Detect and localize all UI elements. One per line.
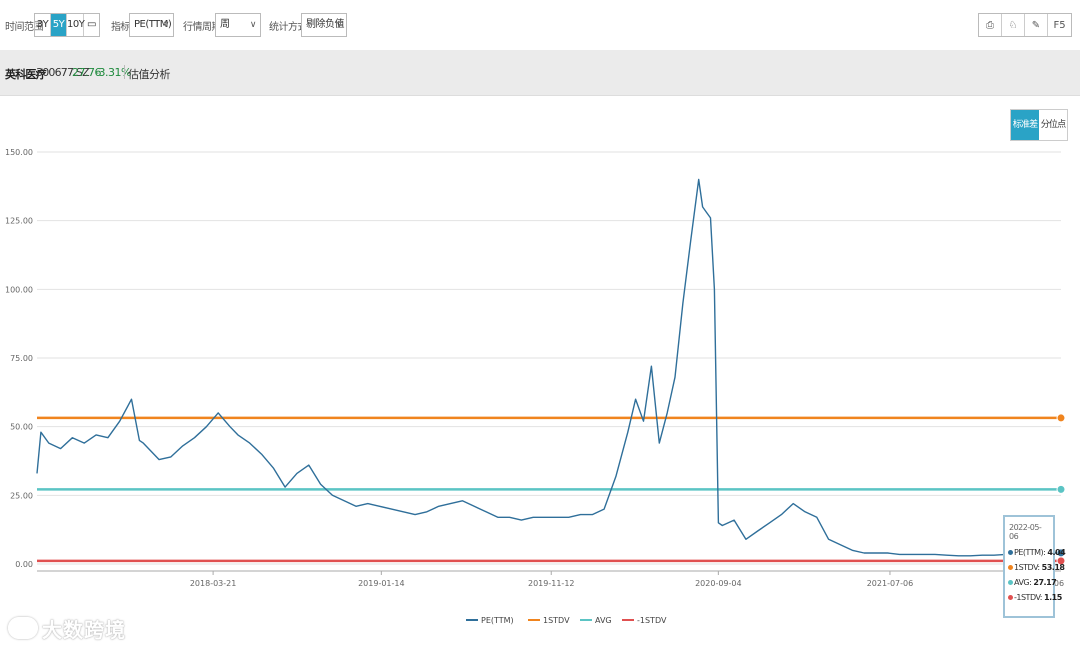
tool-buttons: ⎙ ♘ ✎ F5 <box>978 13 1072 37</box>
tooltip-series-value: 4.04 <box>1047 548 1066 557</box>
tooltip-series-name: AVG <box>1014 578 1030 587</box>
x-tick-label: 06 <box>1054 579 1064 588</box>
stat-value: 剔除负值 <box>306 19 345 30</box>
stock-header: 英科医疗 300677.SZ 27.76 -3.31% 估值分析 <box>0 50 1080 95</box>
x-tick-label: 2018-03-21 <box>190 579 237 588</box>
stock-price: 27.76 <box>72 66 102 79</box>
series-dot-icon <box>1008 580 1013 585</box>
stock-change: -3.31% <box>95 66 131 79</box>
edit-icon[interactable]: ✎ <box>1025 14 1048 36</box>
tooltip-series-value: 53.18 <box>1041 563 1065 572</box>
tooltip-row: -1STDV: 1.15 <box>1008 590 1062 605</box>
range-10y-button[interactable]: 10Y <box>67 14 85 36</box>
tooltip-row: 1STDV: 53.18 <box>1008 560 1065 575</box>
tooltip-series-value: 1.15 <box>1044 593 1062 602</box>
chart-tooltip: 2022-05-06 PE(TTM): 4.04 1STDV: 53.18 AV… <box>1003 515 1066 618</box>
range-5y-button[interactable]: 5Y <box>51 14 67 36</box>
reference-end-marker <box>1056 484 1066 494</box>
tab-valuation-analysis[interactable]: 估值分析 <box>128 68 171 81</box>
std-dev-button[interactable]: 标准差 <box>1011 110 1039 140</box>
y-tick-label: 25.00 <box>10 491 33 500</box>
legend-label: -1STDV <box>637 616 667 625</box>
time-range-label: 时间范围 <box>5 22 44 33</box>
y-tick-label: 125.00 <box>5 217 33 226</box>
tooltip-series-name: -1STDV <box>1014 593 1040 602</box>
period-select[interactable]: 周 ∨ <box>215 13 261 37</box>
range-3y-button[interactable]: 3Y <box>35 14 51 36</box>
tooltip-date: 2022-05-06 <box>1009 523 1042 541</box>
stock-code: 300677.SZ <box>36 66 90 79</box>
export-icon[interactable]: ⎙ <box>979 14 1002 36</box>
chevron-down-icon: ∨ <box>249 20 257 30</box>
indicator-select[interactable]: PE(TTM) ∨ <box>129 13 174 37</box>
y-tick-label: 0.00 <box>15 560 33 569</box>
toolbar: 时间范围 3Y 5Y 10Y ▭ 指标 PE(TTM) ∨ 行情周期 周 ∨ 统… <box>0 0 1080 50</box>
watermark: 大数跨境 <box>8 614 126 642</box>
tooltip-series-value: 27.17 <box>1033 578 1057 587</box>
period-label: 行情周期 <box>183 22 222 33</box>
stat-select[interactable]: 剔除负值 ∨ <box>301 13 347 37</box>
pe-ttm-end-marker <box>1056 548 1066 558</box>
time-range-selector: 3Y 5Y 10Y ▭ <box>34 13 100 37</box>
series-dot-icon <box>1008 565 1013 570</box>
chevron-down-icon: ∨ <box>162 20 170 30</box>
y-tick-label: 75.00 <box>10 354 33 363</box>
pe-ttm-line <box>36 178 1062 557</box>
x-tick-label: 2019-01-14 <box>358 579 405 588</box>
calendar-icon[interactable]: ▭ <box>87 19 96 30</box>
mode-toggle: 标准差 分位点 <box>1010 109 1068 141</box>
tooltip-series-name: PE(TTM) <box>1014 548 1044 557</box>
legend-label: 1STDV <box>543 616 570 625</box>
watermark-text: 大数跨境 <box>42 617 126 642</box>
x-tick-label: 2021-07-06 <box>867 579 914 588</box>
legend-label: PE(TTM) <box>481 616 514 625</box>
period-value: 周 <box>220 19 230 30</box>
y-tick-label: 150.00 <box>5 148 33 157</box>
divider <box>124 65 125 79</box>
f5-button[interactable]: F5 <box>1053 19 1066 31</box>
series-dot-icon <box>1008 595 1013 600</box>
chart-panel <box>0 95 1080 648</box>
x-tick-label: 2019-11-12 <box>528 579 575 588</box>
indicator-label: 指标 <box>111 22 131 33</box>
tooltip-row: PE(TTM): 4.04 <box>1008 545 1066 560</box>
alert-icon[interactable]: ♘ <box>1002 14 1025 36</box>
x-tick-label: 2020-09-04 <box>695 579 742 588</box>
y-tick-label: 100.00 <box>5 285 33 294</box>
brand-logo-icon <box>8 617 38 639</box>
stat-label: 统计方式 <box>269 22 308 33</box>
reference-end-marker <box>1056 413 1066 423</box>
series-dot-icon <box>1008 550 1013 555</box>
percentile-button[interactable]: 分位点 <box>1040 120 1066 130</box>
y-tick-label: 50.00 <box>10 423 33 432</box>
chevron-down-icon: ∨ <box>335 20 343 30</box>
tooltip-series-name: 1STDV <box>1014 563 1038 572</box>
tooltip-row: AVG: 27.17 <box>1008 575 1057 590</box>
indicator-value: PE(TTM) <box>134 19 172 30</box>
stock-name: 英科医疗 <box>5 68 47 81</box>
legend-label: AVG <box>595 616 612 625</box>
